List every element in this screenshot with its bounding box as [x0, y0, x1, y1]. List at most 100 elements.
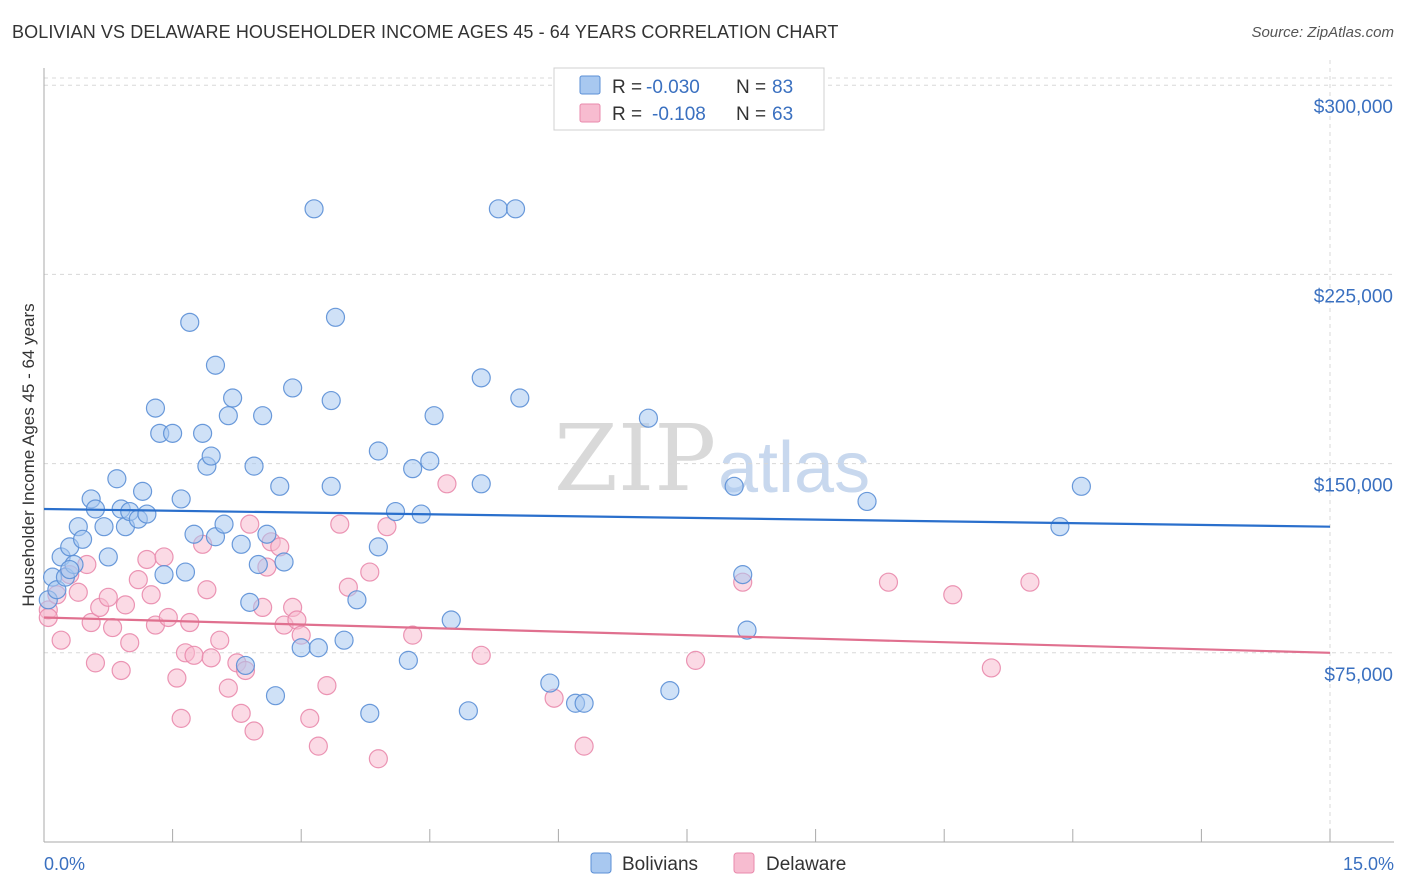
- bolivians-point-70: [510, 388, 530, 408]
- bolivians-point-57: [368, 537, 388, 557]
- trend-lines: [43, 507, 1331, 654]
- bolivians-point-30: [201, 446, 221, 466]
- delaware-point-27: [218, 678, 238, 698]
- delaware-point-57: [943, 585, 963, 605]
- bolivians-point-59: [398, 650, 418, 670]
- legend-n-value-delaware: 63: [772, 104, 793, 125]
- y-axis-title: Householder Income Ages 45 - 64 years: [19, 303, 38, 606]
- bolivians-point-62: [420, 451, 440, 471]
- bolivians-point-39: [244, 456, 264, 476]
- bolivians-point-8: [72, 529, 93, 549]
- bolivians-point-67: [471, 474, 491, 494]
- bolivians-point-68: [488, 199, 508, 219]
- chart-title: BOLIVIAN VS DELAWARE HOUSEHOLDER INCOME …: [12, 22, 839, 42]
- bolivians-point-81: [1071, 476, 1091, 496]
- bottom-legend-label-delaware: Delaware: [766, 854, 846, 875]
- watermark-atlas: atlas: [718, 428, 870, 508]
- legend-n-label-bolivians: N =: [736, 77, 766, 98]
- bolivians-point-22: [154, 565, 174, 585]
- bolivians-point-48: [304, 199, 324, 219]
- bolivians-point-38: [240, 592, 260, 612]
- bolivians-point-58: [385, 501, 406, 522]
- bolivians-point-52: [321, 390, 341, 411]
- bolivians-point-50: [321, 476, 341, 496]
- bolivians-point-73: [574, 693, 594, 713]
- delaware-point-60: [85, 653, 106, 673]
- delaware-point-41: [300, 708, 320, 728]
- delaware-point-14: [137, 549, 157, 570]
- delaware-point-22: [184, 645, 204, 665]
- bolivians-point-34: [218, 406, 238, 426]
- delaware-point-42: [308, 736, 328, 756]
- bolivians-point-69: [505, 199, 526, 219]
- bolivians-point-11: [94, 517, 114, 537]
- bolivians-point-19: [137, 504, 157, 524]
- bolivians-point-35: [223, 388, 243, 408]
- delaware-point-54: [685, 650, 706, 670]
- delaware-point-9: [102, 617, 123, 638]
- delaware-point-58: [981, 658, 1001, 678]
- axes: [43, 68, 1394, 843]
- series-legend: Bolivians Delaware: [590, 852, 846, 875]
- x-tick-label-min: 0.0%: [44, 854, 85, 874]
- y-tick-label-0: $75,000: [1324, 665, 1393, 686]
- bolivians-point-45: [274, 552, 294, 572]
- bolivians-point-32: [205, 355, 226, 375]
- delaware-point-32: [244, 721, 264, 741]
- bolivians-point-47: [291, 638, 311, 658]
- legend-n-label-delaware: N =: [736, 104, 766, 125]
- bolivians-point-75: [660, 681, 680, 701]
- bolivians-point-24: [171, 489, 191, 509]
- delaware-point-51: [471, 645, 491, 665]
- bolivians-point-56: [368, 441, 388, 461]
- legend-r-value-bolivians: -0.030: [646, 77, 700, 98]
- bolivians-point-46: [283, 378, 303, 398]
- delaware-point-29: [231, 703, 251, 723]
- bolivians-point-79: [857, 491, 877, 512]
- legend-swatch-delaware: [579, 103, 601, 123]
- delaware-point-47: [368, 749, 388, 769]
- watermark-zip: ZIP: [554, 405, 716, 512]
- bolivians-point-49: [308, 638, 328, 658]
- bolivians-point-71: [540, 673, 560, 693]
- bolivians-point-80: [1050, 517, 1070, 537]
- bolivians-point-18: [132, 481, 153, 501]
- delaware-point-48: [377, 517, 397, 537]
- delaware-point-10: [111, 660, 131, 681]
- delaware-point-18: [167, 668, 187, 688]
- delaware-point-50: [437, 474, 457, 494]
- correlation-legend: R = -0.030 N = 83 R = -0.108 N = 63: [553, 67, 825, 131]
- delaware-point-11: [115, 595, 136, 615]
- bolivians-point-55: [360, 703, 380, 723]
- legend-n-value-bolivians: 83: [772, 77, 793, 98]
- delaware-point-12: [120, 633, 140, 653]
- bottom-legend-swatch-bolivians: [590, 852, 612, 874]
- legend-r-label-delaware: R =: [612, 104, 642, 125]
- bolivians-point-60: [403, 459, 423, 479]
- bolivians-point-82: [60, 559, 80, 580]
- delaware-point-8: [98, 587, 118, 607]
- legend-r-label-bolivians: R =: [612, 77, 642, 98]
- delaware-point-26: [210, 630, 230, 650]
- bolivians-point-43: [265, 686, 286, 706]
- bolivians-point-63: [424, 406, 444, 426]
- bolivians-point-53: [334, 630, 354, 650]
- delaware-point-61: [141, 585, 161, 605]
- legend-swatch-bolivians: [579, 75, 601, 95]
- bolivians-point-54: [347, 590, 367, 610]
- bolivians-point-77: [733, 565, 753, 585]
- x-tick-label-max: 15.0%: [1343, 854, 1394, 874]
- delaware-point-56: [878, 572, 899, 592]
- bolivians-point-13: [107, 469, 127, 489]
- delaware-point-4: [68, 582, 88, 602]
- delaware-point-49: [403, 625, 423, 645]
- bolivians-point-23: [163, 423, 183, 443]
- delaware-point-17: [158, 607, 178, 628]
- y-tick-label-3: $300,000: [1314, 97, 1393, 118]
- delaware-point-46: [360, 562, 380, 582]
- bolivians-point-74: [638, 408, 659, 428]
- y-tick-label-1: $150,000: [1314, 476, 1393, 497]
- delaware-point-43: [317, 675, 337, 696]
- delaware-point-19: [171, 708, 191, 728]
